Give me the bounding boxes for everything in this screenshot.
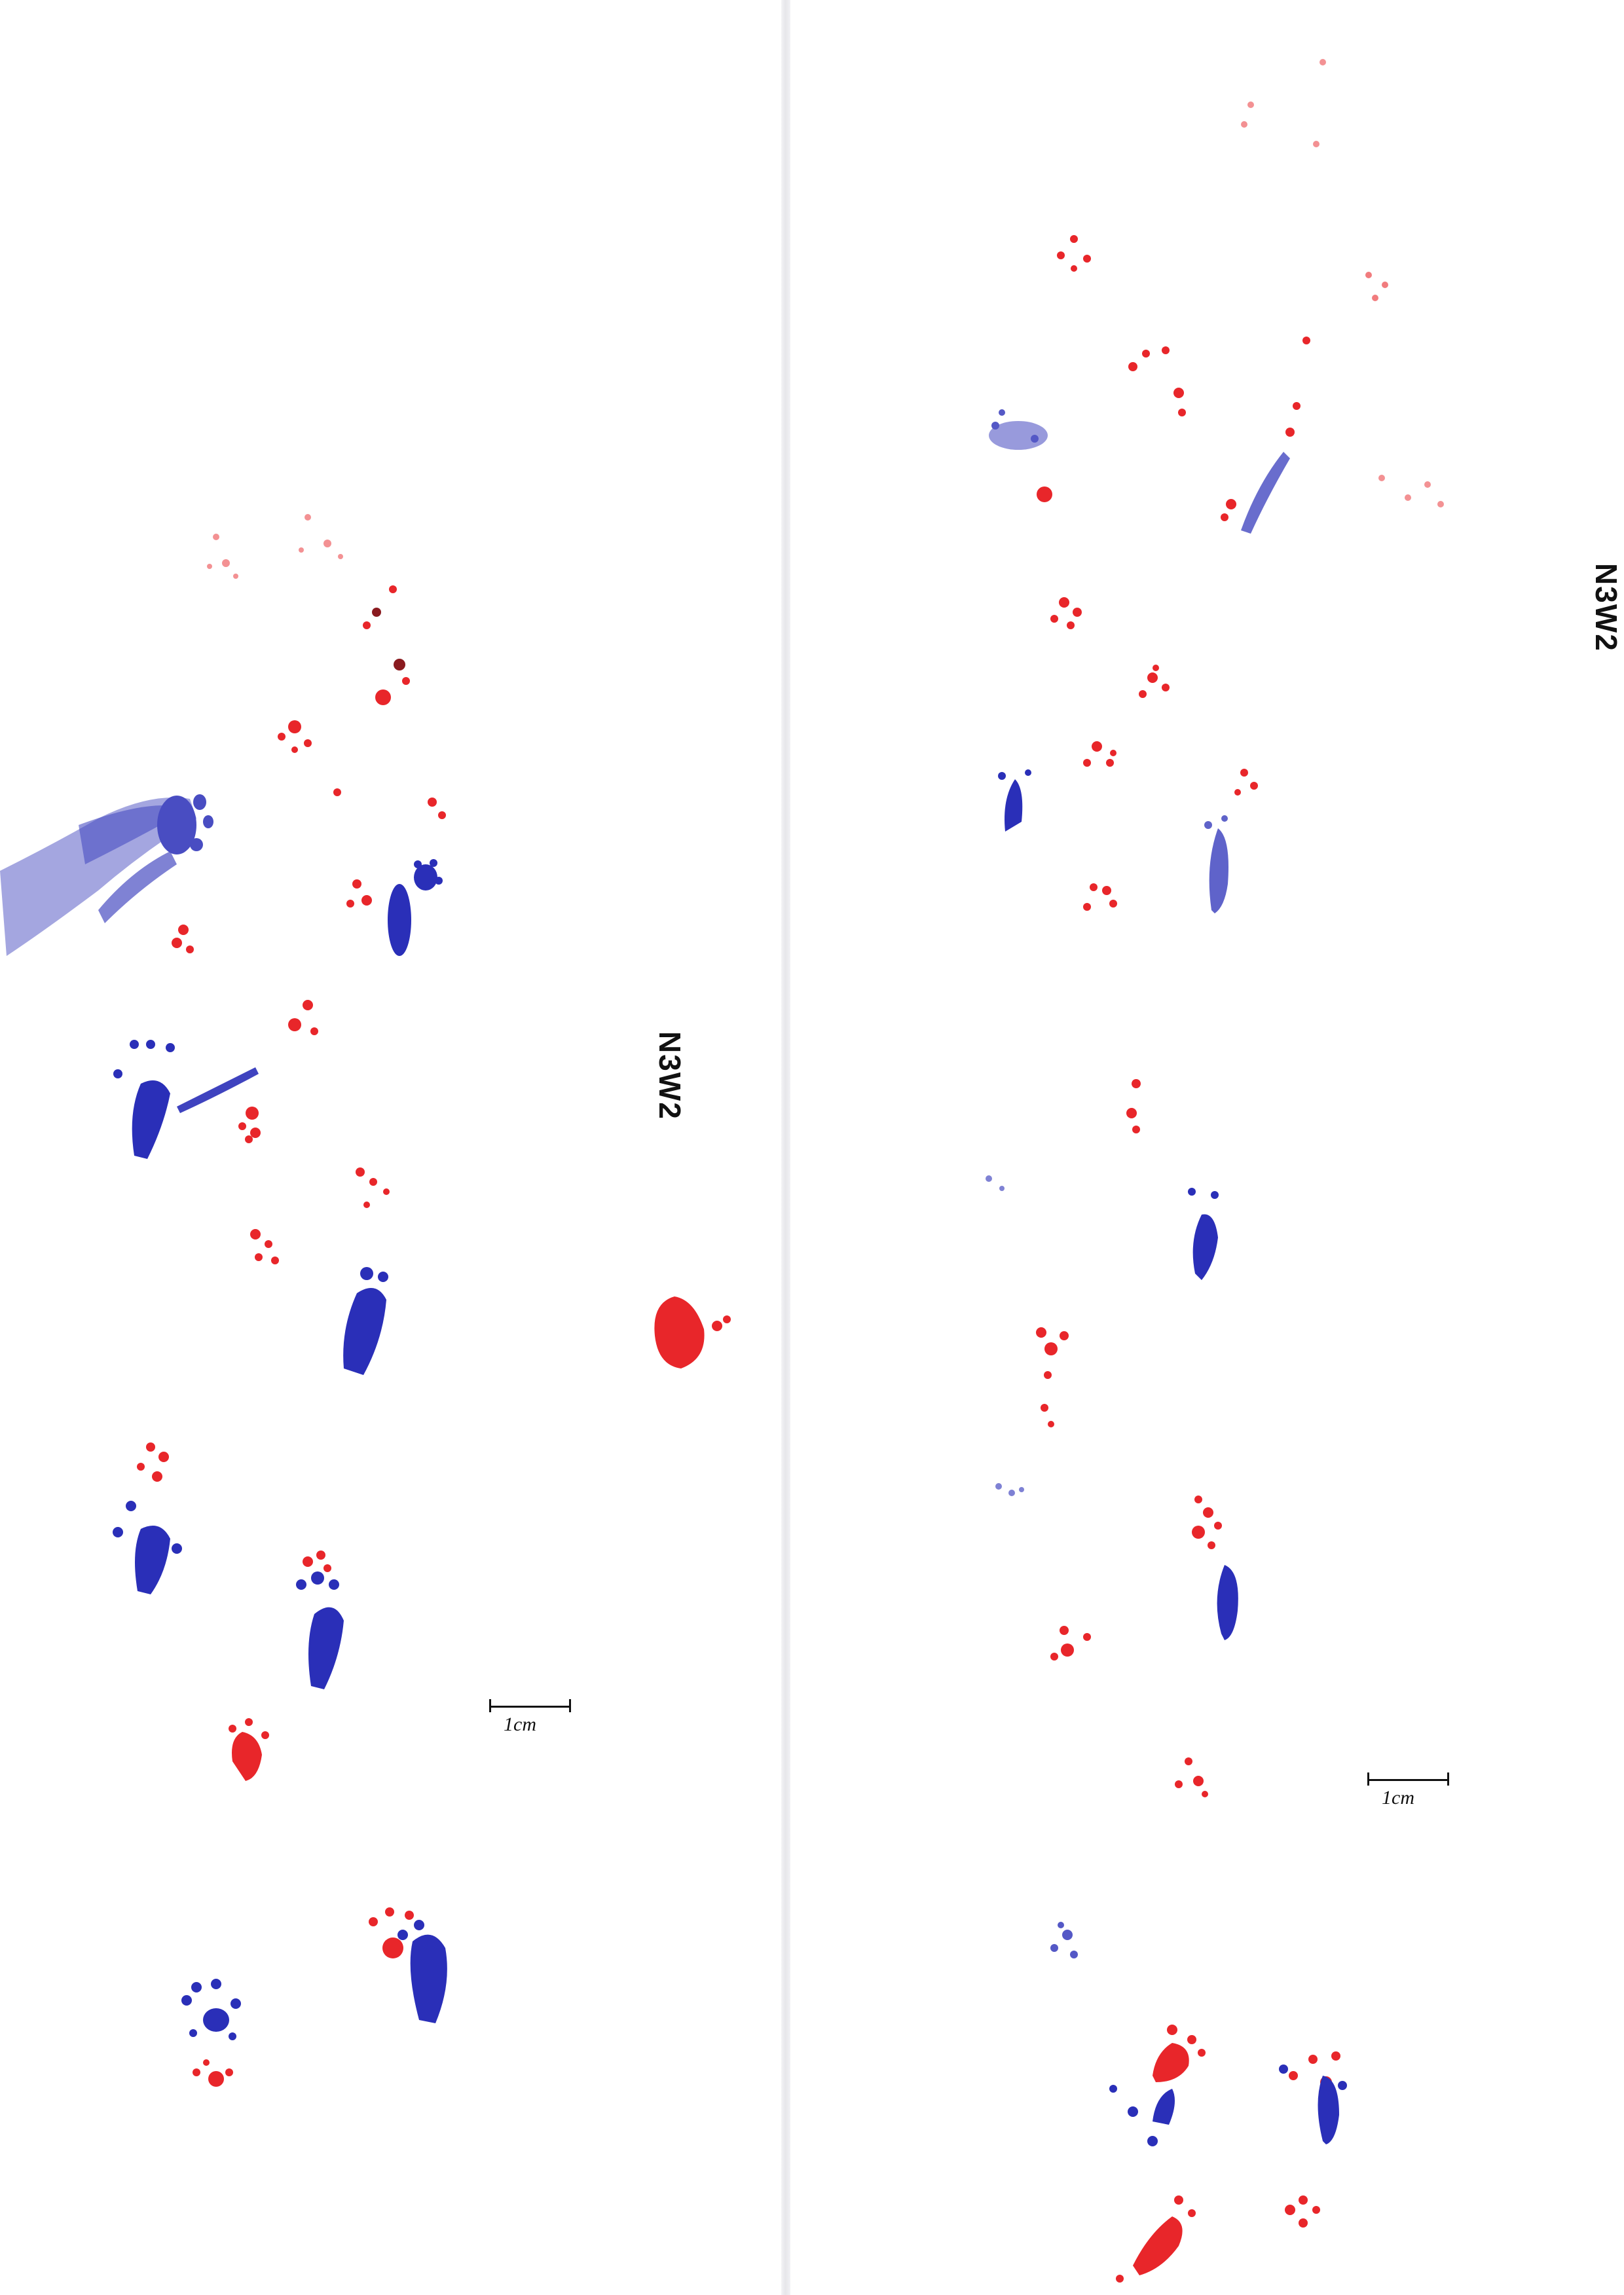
left-scale-bar: 1cm (489, 1699, 571, 1738)
scale-tick-left (489, 1699, 491, 1712)
scale-tick-left (1367, 1772, 1369, 1786)
left-sheet-label: N3W2 (653, 1031, 687, 1120)
hindprint-6 (397, 1920, 447, 2023)
right-paper-sheet (789, 0, 1624, 2295)
right-scale-bar: 1cm (1367, 1772, 1449, 1812)
hindprint-2 (113, 1040, 259, 1159)
right-hindprints (986, 409, 1347, 2146)
left-foreprints (137, 514, 731, 2087)
sheet-seam (781, 0, 790, 2295)
scale-line (489, 1706, 571, 1708)
hindprint-4 (113, 1501, 182, 1594)
left-hindprints (0, 794, 447, 2040)
hindprint-1 (388, 859, 443, 956)
right-foreprints (1036, 59, 1444, 2283)
hindprint-5 (296, 1571, 344, 1689)
scale-label: 1cm (504, 1714, 536, 1735)
hindprint-3 (343, 1267, 388, 1375)
big-red-blot (654, 1296, 731, 1368)
smear-print-left-edge (0, 794, 213, 956)
scale-tick-right (569, 1699, 571, 1712)
scale-label: 1cm (1382, 1787, 1414, 1808)
right-sheet-label: N3W2 (1589, 563, 1623, 652)
scale-tick-right (1447, 1772, 1449, 1786)
scale-line (1367, 1779, 1449, 1781)
hindprint-7 (181, 1979, 241, 2040)
